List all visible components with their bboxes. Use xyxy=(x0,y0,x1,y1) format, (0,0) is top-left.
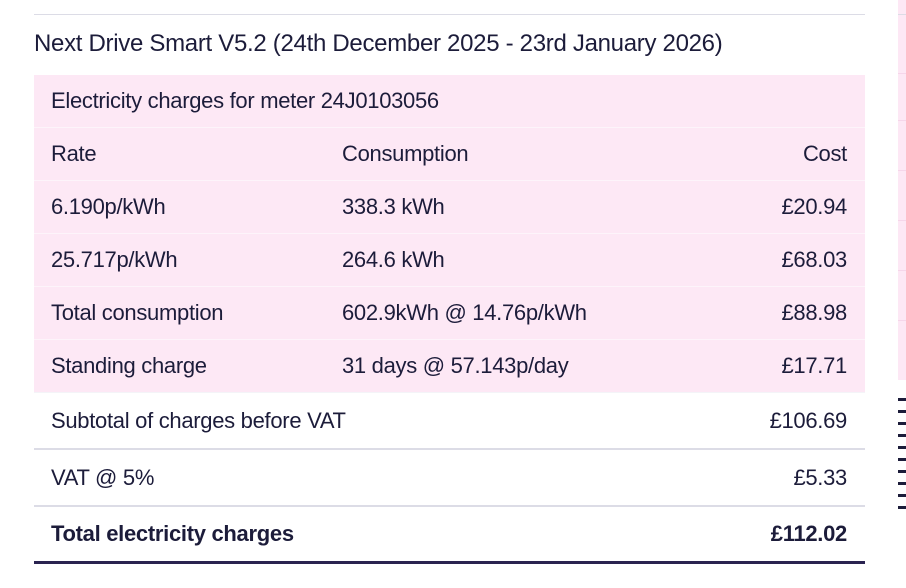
subtotal-row: Subtotal of charges before VAT £106.69 xyxy=(34,393,865,450)
cost-value: £68.03 xyxy=(781,247,848,272)
total-charges-label: Total electricity charges xyxy=(51,521,294,546)
meter-heading-row: Electricity charges for meter 24J0103056 xyxy=(34,75,865,128)
adjacent-panel-divider xyxy=(898,73,906,74)
adjacent-panel-divider xyxy=(898,320,906,321)
vat-label: VAT @ 5% xyxy=(51,464,155,490)
adjacent-panel-divider xyxy=(898,120,906,121)
standing-charge-label: Standing charge xyxy=(51,353,207,378)
subtotal-label: Subtotal of charges before VAT xyxy=(51,407,346,433)
total-charges-cost: £112.02 xyxy=(770,521,848,546)
table-row: 25.717p/kWh 264.6 kWh £68.03 xyxy=(34,234,865,287)
electricity-charges-table: Electricity charges for meter 24J0103056… xyxy=(34,75,865,564)
total-consumption-label: Total consumption xyxy=(51,300,224,325)
adjacent-panel-divider xyxy=(898,170,906,171)
adjacent-panel-divider xyxy=(898,14,906,15)
column-header-cost: Cost xyxy=(802,141,847,166)
meter-heading: Electricity charges for meter 24J0103056 xyxy=(51,88,439,113)
subtotal-cost: £106.69 xyxy=(769,407,848,433)
total-charges-row: Total electricity charges £112.02 xyxy=(34,507,865,564)
total-consumption-row: Total consumption 602.9kWh @ 14.76p/kWh … xyxy=(34,287,865,340)
tariff-period-title: Next Drive Smart V5.2 (24th December 202… xyxy=(34,30,723,57)
adjacent-panel-divider xyxy=(898,220,906,221)
rate-value: 6.190p/kWh xyxy=(51,194,166,219)
total-consumption-cost: £88.98 xyxy=(781,300,848,325)
consumption-value: 264.6 kWh xyxy=(342,247,445,272)
vat-cost: £5.33 xyxy=(793,464,847,490)
standing-charge-cost: £17.71 xyxy=(781,353,848,378)
standing-charge-row: Standing charge 31 days @ 57.143p/day £1… xyxy=(34,340,865,393)
table-row: 6.190p/kWh 338.3 kWh £20.94 xyxy=(34,181,865,234)
adjacent-panel-divider xyxy=(898,270,906,271)
cost-value: £20.94 xyxy=(781,194,848,219)
top-divider xyxy=(34,14,865,15)
standing-charge-detail: 31 days @ 57.143p/day xyxy=(342,353,569,378)
adjacent-panel-edge xyxy=(898,0,906,380)
column-header-row: Rate Consumption Cost xyxy=(34,128,865,181)
clipped-vertical-text-mark xyxy=(898,398,906,518)
consumption-value: 338.3 kWh xyxy=(342,194,445,219)
column-header-consumption: Consumption xyxy=(342,141,469,166)
total-consumption-detail: 602.9kWh @ 14.76p/kWh xyxy=(342,300,587,325)
vat-row: VAT @ 5% £5.33 xyxy=(34,450,865,507)
rate-value: 25.717p/kWh xyxy=(51,247,178,272)
column-header-rate: Rate xyxy=(51,141,97,166)
